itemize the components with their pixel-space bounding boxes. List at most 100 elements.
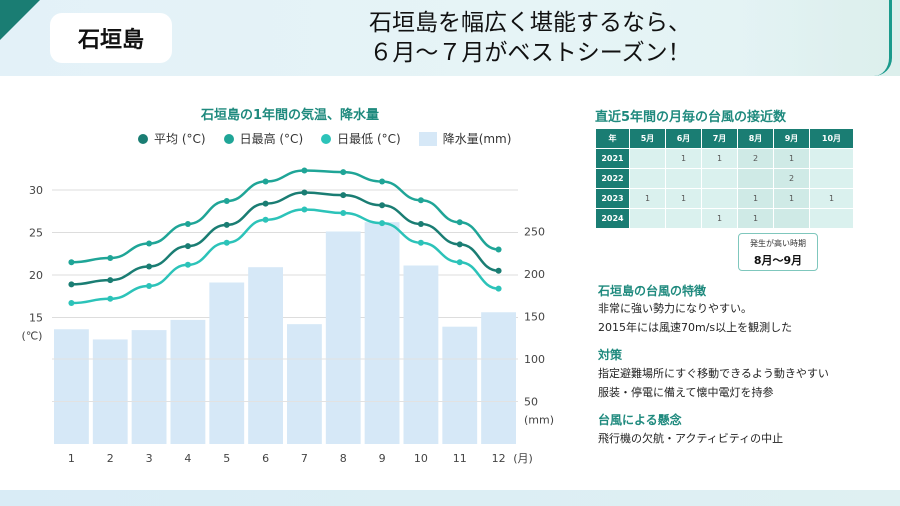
right-axis-tick: 200 xyxy=(524,268,545,281)
legend-item-min: 日最低 (°C) xyxy=(321,130,401,147)
right-axis-tick: 50 xyxy=(524,396,538,409)
temp-point xyxy=(379,220,386,227)
typhoon-header-cell: 9月 xyxy=(773,128,810,149)
rain-bar xyxy=(131,330,167,444)
typhoon-count-cell: 1 xyxy=(665,148,702,169)
typhoon-year-cell: 2022 xyxy=(595,168,630,189)
measures-heading: 対策 xyxy=(598,348,623,362)
rain-bar xyxy=(403,265,439,444)
typhoon-count-cell: 1 xyxy=(773,188,810,209)
typhoon-table-title: 直近5年間の月毎の台風の接近数 xyxy=(595,110,787,125)
temp-point xyxy=(495,246,502,253)
rain-bar xyxy=(364,222,400,444)
typhoon-header-cell: 7月 xyxy=(701,128,738,149)
header-banner: 石垣島 石垣島を幅広く堪能するなら、 ６月～７月がベストシーズン！ xyxy=(0,0,900,76)
temp-point xyxy=(301,167,308,174)
typhoon-count-cell xyxy=(809,208,854,229)
temp-point xyxy=(223,221,230,228)
typhoon-count-cell: 1 xyxy=(665,188,702,209)
peak-season-box: 発生が高い時期 8月～9月 xyxy=(738,233,818,271)
left-axis-tick: 20 xyxy=(29,269,43,282)
temp-point xyxy=(301,189,308,196)
x-axis-tick: 9 xyxy=(379,452,386,465)
left-axis-tick: 30 xyxy=(29,184,43,197)
x-axis-tick: 5 xyxy=(223,452,230,465)
right-axis-unit: (mm) xyxy=(524,414,554,427)
typhoon-header-cell: 10月 xyxy=(809,128,854,149)
typhoon-count-cell: 2 xyxy=(737,148,774,169)
legend-item-avg: 平均 (°C) xyxy=(138,130,206,147)
rain-bar xyxy=(442,326,478,444)
temp-point xyxy=(340,169,347,176)
left-axis-tick: 15 xyxy=(29,312,43,325)
temp-point xyxy=(417,239,424,246)
rain-bar xyxy=(170,319,206,444)
right-axis-tick: 150 xyxy=(524,311,545,324)
measures-line-1: 指定避難場所にすぐ移動できるよう動きやすい xyxy=(598,367,829,380)
legend-box-rain xyxy=(418,131,437,146)
temp-point xyxy=(68,300,75,307)
rain-bar xyxy=(248,267,283,444)
temp-point xyxy=(495,267,502,274)
typhoon-count-cell xyxy=(809,168,854,189)
temp-point xyxy=(184,221,191,227)
typhoon-count-cell xyxy=(629,148,666,169)
x-axis-tick: 1 xyxy=(68,452,75,465)
typhoon-count-cell: 1 xyxy=(773,148,810,169)
legend-label-min: 日最低 (°C) xyxy=(337,132,401,146)
temp-point xyxy=(340,209,347,216)
concern-heading: 台風による懸念 xyxy=(598,413,682,427)
temp-line xyxy=(71,169,499,264)
typhoon-count-cell xyxy=(629,168,666,189)
typhoon-row: 2022 2 xyxy=(595,168,854,189)
rain-bar xyxy=(481,312,516,444)
typhoon-count-cell xyxy=(629,208,666,229)
typhoon-count-cell xyxy=(665,168,702,189)
rain-bar xyxy=(287,324,322,444)
temp-point xyxy=(146,263,153,270)
temp-point xyxy=(495,285,502,292)
x-axis-tick: 7 xyxy=(301,452,308,465)
typhoon-count-cell: 1 xyxy=(737,188,774,209)
temp-point xyxy=(223,198,230,205)
legend-dot-max xyxy=(223,133,234,144)
typhoon-header-cell: 8月 xyxy=(737,128,774,149)
typhoon-count-cell xyxy=(701,188,738,209)
typhoon-header-cell: 年 xyxy=(595,128,630,149)
left-axis-tick: 25 xyxy=(29,227,43,240)
left-axis-unit: (℃) xyxy=(22,330,43,343)
corner-swoosh-decoration xyxy=(874,0,892,76)
temp-point xyxy=(107,295,114,302)
temp-point xyxy=(379,178,386,185)
chart-legend: 平均 (°C) 日最高 (°C) 日最低 (°C) 降水量(mm) xyxy=(138,130,511,147)
legend-label-avg: 平均 (°C) xyxy=(154,132,206,146)
feature-line-2: 2015年には風速70m/s以上を観測した xyxy=(598,321,793,334)
temp-point xyxy=(301,206,308,213)
typhoon-table-header-row: 年 5月 6月 7月 8月 9月 10月 xyxy=(595,128,854,149)
x-axis-tick: 8 xyxy=(340,452,347,465)
temp-point xyxy=(456,241,463,248)
location-badge: 石垣島 xyxy=(50,13,172,63)
right-axis-tick: 250 xyxy=(524,226,545,239)
temp-point xyxy=(262,200,269,207)
temp-point xyxy=(184,261,191,268)
temp-point xyxy=(146,283,153,290)
temp-point xyxy=(417,197,424,204)
typhoon-table: 年 5月 6月 7月 8月 9月 10月 2021 1 1 2 1 2022 2 2023 1 1 1 1 1 202… xyxy=(595,128,854,229)
temp-point xyxy=(456,259,463,266)
x-axis-tick: 11 xyxy=(453,452,467,465)
chart-title: 石垣島の1年間の気温、降水量 xyxy=(200,108,380,123)
x-axis-tick: 12 xyxy=(492,452,506,465)
typhoon-year-cell: 2021 xyxy=(595,148,630,169)
headline-line-2: ６月～７月がベストシーズン！ xyxy=(369,40,691,66)
rain-bar xyxy=(54,329,89,444)
typhoon-count-cell: 1 xyxy=(629,188,666,209)
typhoon-count-cell: 1 xyxy=(737,208,774,229)
typhoon-count-cell xyxy=(701,168,738,189)
typhoon-count-cell: 1 xyxy=(701,148,738,169)
x-axis-tick: 4 xyxy=(184,452,191,465)
typhoon-table-body: 2021 1 1 2 1 2022 2 2023 1 1 1 1 1 2024 1 1 xyxy=(595,148,854,229)
typhoon-count-cell xyxy=(665,208,702,229)
temp-point xyxy=(262,216,269,223)
